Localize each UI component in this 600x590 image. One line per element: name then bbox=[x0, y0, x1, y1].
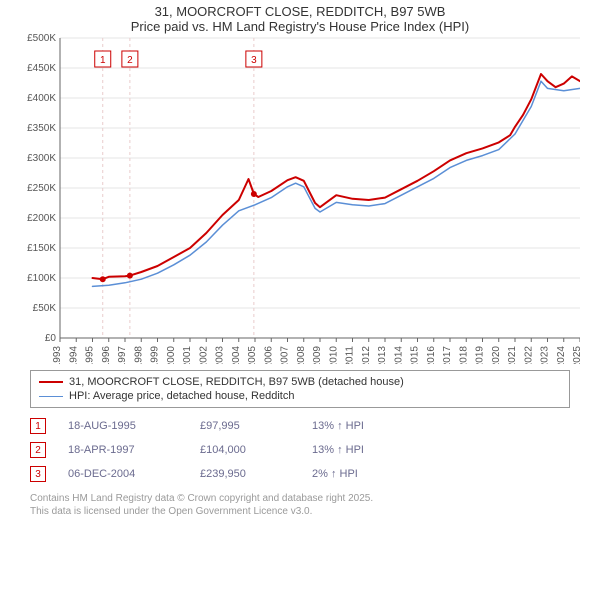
chart-titles: 31, MOORCROFT CLOSE, REDDITCH, B97 5WB P… bbox=[0, 0, 600, 34]
price-chart: £0 £50K £100K £150K £200K £250K £300K £350K £400… bbox=[20, 34, 580, 364]
svg-text:2009: 2009 bbox=[312, 346, 323, 364]
sale-price: £239,950 bbox=[200, 468, 290, 480]
svg-text:1995: 1995 bbox=[85, 346, 96, 364]
sale-row: 1 18-AUG-1995 £97,995 13% ↑ HPI bbox=[30, 414, 570, 438]
sale-price: £104,000 bbox=[200, 444, 290, 456]
sale-row: 3 06-DEC-2004 £239,950 2% ↑ HPI bbox=[30, 462, 570, 486]
sale-price: £97,995 bbox=[200, 420, 290, 432]
svg-text:2011: 2011 bbox=[345, 346, 356, 364]
svg-text:£450K: £450K bbox=[27, 63, 56, 74]
chart-area: £0 £50K £100K £150K £200K £250K £300K £350K £400… bbox=[0, 34, 600, 364]
legend-swatch bbox=[39, 381, 63, 383]
footer-line-2: This data is licensed under the Open Gov… bbox=[30, 505, 570, 518]
sale-note: 2% ↑ HPI bbox=[312, 468, 358, 480]
sale-marker: 2 bbox=[30, 442, 46, 458]
sales-table: 1 18-AUG-1995 £97,995 13% ↑ HPI 2 18-APR-1997… bbox=[30, 414, 570, 486]
svg-text:1: 1 bbox=[100, 55, 106, 66]
svg-text:£50K: £50K bbox=[33, 303, 57, 314]
svg-text:2001: 2001 bbox=[182, 346, 193, 364]
svg-text:2015: 2015 bbox=[410, 346, 421, 364]
sale-date: 18-APR-1997 bbox=[68, 444, 178, 456]
svg-text:2012: 2012 bbox=[361, 346, 372, 364]
svg-text:2000: 2000 bbox=[166, 346, 177, 364]
sale-row: 2 18-APR-1997 £104,000 13% ↑ HPI bbox=[30, 438, 570, 462]
legend-row: HPI: Average price, detached house, Redd… bbox=[39, 389, 561, 403]
svg-text:1998: 1998 bbox=[133, 346, 144, 364]
svg-text:2004: 2004 bbox=[231, 346, 242, 364]
legend-row: 31, MOORCROFT CLOSE, REDDITCH, B97 5WB (… bbox=[39, 375, 561, 389]
svg-text:1993: 1993 bbox=[52, 346, 63, 364]
svg-text:£400K: £400K bbox=[27, 93, 56, 104]
svg-text:2019: 2019 bbox=[475, 346, 486, 364]
svg-text:1996: 1996 bbox=[101, 346, 112, 364]
svg-text:2006: 2006 bbox=[263, 346, 274, 364]
title-main: 31, MOORCROFT CLOSE, REDDITCH, B97 5WB bbox=[0, 4, 600, 19]
sale-date: 06-DEC-2004 bbox=[68, 468, 178, 480]
sale-marker: 3 bbox=[30, 466, 46, 482]
svg-text:£150K: £150K bbox=[27, 243, 56, 254]
svg-text:2: 2 bbox=[127, 55, 133, 66]
svg-text:1994: 1994 bbox=[68, 346, 79, 364]
sale-date: 18-AUG-1995 bbox=[68, 420, 178, 432]
svg-text:2017: 2017 bbox=[442, 346, 453, 364]
svg-text:2008: 2008 bbox=[296, 346, 307, 364]
svg-text:2024: 2024 bbox=[556, 346, 567, 364]
svg-text:2003: 2003 bbox=[215, 346, 226, 364]
sale-note: 13% ↑ HPI bbox=[312, 444, 364, 456]
svg-text:£350K: £350K bbox=[27, 123, 56, 134]
svg-text:2002: 2002 bbox=[198, 346, 209, 364]
svg-text:£250K: £250K bbox=[27, 183, 56, 194]
legend: 31, MOORCROFT CLOSE, REDDITCH, B97 5WB (… bbox=[30, 370, 570, 408]
svg-text:£0: £0 bbox=[45, 333, 57, 344]
svg-text:1999: 1999 bbox=[150, 346, 161, 364]
svg-text:2025: 2025 bbox=[572, 346, 580, 364]
svg-text:2018: 2018 bbox=[458, 346, 469, 364]
svg-text:1997: 1997 bbox=[117, 346, 128, 364]
sale-marker: 1 bbox=[30, 418, 46, 434]
svg-text:£100K: £100K bbox=[27, 273, 56, 284]
footer-attribution: Contains HM Land Registry data © Crown c… bbox=[30, 492, 570, 518]
legend-label: HPI: Average price, detached house, Redd… bbox=[69, 390, 294, 402]
svg-text:£200K: £200K bbox=[27, 213, 56, 224]
svg-text:£300K: £300K bbox=[27, 153, 56, 164]
legend-swatch bbox=[39, 396, 63, 397]
title-sub: Price paid vs. HM Land Registry's House … bbox=[0, 19, 600, 34]
svg-text:2007: 2007 bbox=[280, 346, 291, 364]
sale-note: 13% ↑ HPI bbox=[312, 420, 364, 432]
svg-text:2013: 2013 bbox=[377, 346, 388, 364]
svg-text:2020: 2020 bbox=[491, 346, 502, 364]
svg-text:2021: 2021 bbox=[507, 346, 518, 364]
svg-text:2022: 2022 bbox=[523, 346, 534, 364]
svg-text:2010: 2010 bbox=[328, 346, 339, 364]
legend-label: 31, MOORCROFT CLOSE, REDDITCH, B97 5WB (… bbox=[69, 376, 404, 388]
svg-text:2014: 2014 bbox=[393, 346, 404, 364]
svg-text:2005: 2005 bbox=[247, 346, 258, 364]
footer-line-1: Contains HM Land Registry data © Crown c… bbox=[30, 492, 570, 505]
svg-text:3: 3 bbox=[251, 55, 257, 66]
svg-text:£500K: £500K bbox=[27, 34, 56, 44]
svg-text:2023: 2023 bbox=[540, 346, 551, 364]
svg-text:2016: 2016 bbox=[426, 346, 437, 364]
